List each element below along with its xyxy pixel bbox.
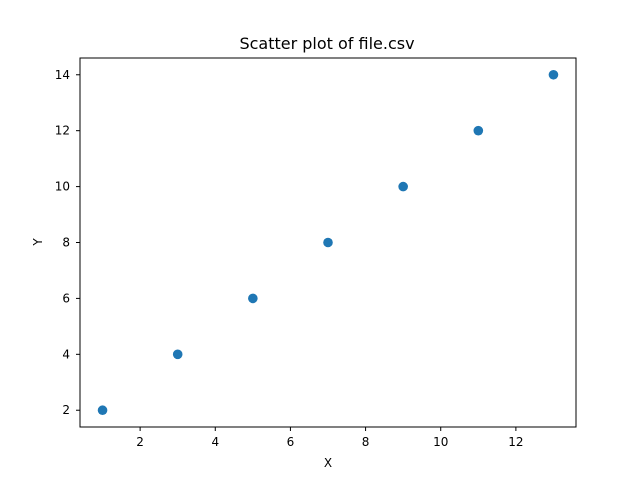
scatter-point [398,181,408,192]
scatter-point [548,69,559,80]
y-tick-label: 4 [62,347,70,361]
y-tick-label: 2 [62,403,70,417]
y-tick-label: 14 [55,68,70,82]
y-axis-ticks: 2 4 6 8 10 12 14 [55,68,80,417]
scatter-point [248,293,258,304]
y-tick-label: 12 [55,124,70,138]
x-tick-label: 6 [287,435,295,449]
scatter-point [323,237,333,248]
x-tick-label: 2 [136,435,144,449]
y-tick-label: 10 [55,180,70,194]
scatter-point [97,405,108,416]
scatter-points [97,69,559,416]
y-tick-label: 6 [62,291,70,305]
x-axis-ticks: 2 4 6 8 10 12 [136,427,524,449]
chart-title: Scatter plot of file.csv [239,34,414,53]
y-tick-label: 8 [62,236,70,250]
x-tick-label: 12 [508,435,523,449]
scatter-point [473,125,484,136]
x-tick-label: 10 [433,435,448,449]
x-tick-label: 4 [211,435,219,449]
x-axis-label: X [324,456,332,470]
scatter-point [172,349,183,360]
y-axis-label: Y [31,238,45,247]
x-tick-label: 8 [362,435,370,449]
